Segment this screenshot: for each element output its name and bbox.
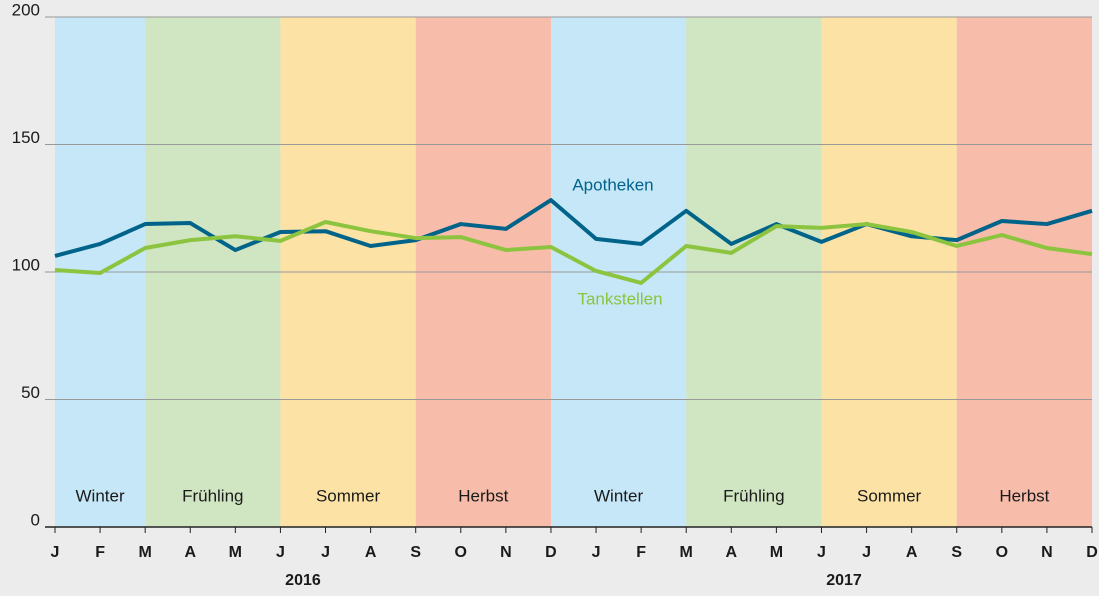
y-tick-label: 100 xyxy=(12,255,40,274)
season-label: Winter xyxy=(76,486,125,505)
y-tick-label: 150 xyxy=(12,128,40,147)
y-tick-label: 0 xyxy=(31,510,40,529)
x-tick-label: F xyxy=(636,544,646,561)
x-tick-label: O xyxy=(996,544,1008,561)
season-label: Winter xyxy=(594,486,643,505)
season-label: Sommer xyxy=(857,486,922,505)
x-tick-label: N xyxy=(1041,544,1053,561)
x-tick-label: O xyxy=(455,544,467,561)
x-tick-label: J xyxy=(321,544,330,561)
x-tick-label: J xyxy=(51,544,60,561)
x-tick-label: A xyxy=(726,544,738,561)
x-tick-label: M xyxy=(139,544,152,561)
x-tick-label: A xyxy=(906,544,918,561)
x-tick-label: J xyxy=(592,544,601,561)
season-label: Sommer xyxy=(316,486,381,505)
series-line xyxy=(54,198,1093,258)
y-tick-label: 50 xyxy=(21,383,40,402)
x-tick-label: J xyxy=(862,544,871,561)
year-label: 2017 xyxy=(826,572,862,589)
x-tick-label: M xyxy=(770,544,783,561)
x-tick-label: N xyxy=(500,544,512,561)
x-tick-label: D xyxy=(1086,544,1098,561)
x-tick-label: J xyxy=(817,544,826,561)
x-tick-label: M xyxy=(229,544,242,561)
series-label: Apotheken xyxy=(572,175,653,194)
series-label: Tankstellen xyxy=(577,289,662,308)
x-tick-label: S xyxy=(951,544,962,561)
x-tick-label: F xyxy=(95,544,105,561)
y-tick-label: 200 xyxy=(12,0,40,19)
x-tick-label: M xyxy=(680,544,693,561)
season-label: Frühling xyxy=(723,486,784,505)
x-tick-label: S xyxy=(410,544,421,561)
x-tick-label: A xyxy=(365,544,377,561)
x-tick-label: J xyxy=(276,544,285,561)
year-label: 2016 xyxy=(285,572,321,589)
season-label: Herbst xyxy=(458,486,508,505)
season-label: Frühling xyxy=(182,486,243,505)
series-line xyxy=(54,220,1093,285)
x-tick-label: D xyxy=(545,544,557,561)
x-tick-label: A xyxy=(184,544,196,561)
season-label: Herbst xyxy=(999,486,1049,505)
